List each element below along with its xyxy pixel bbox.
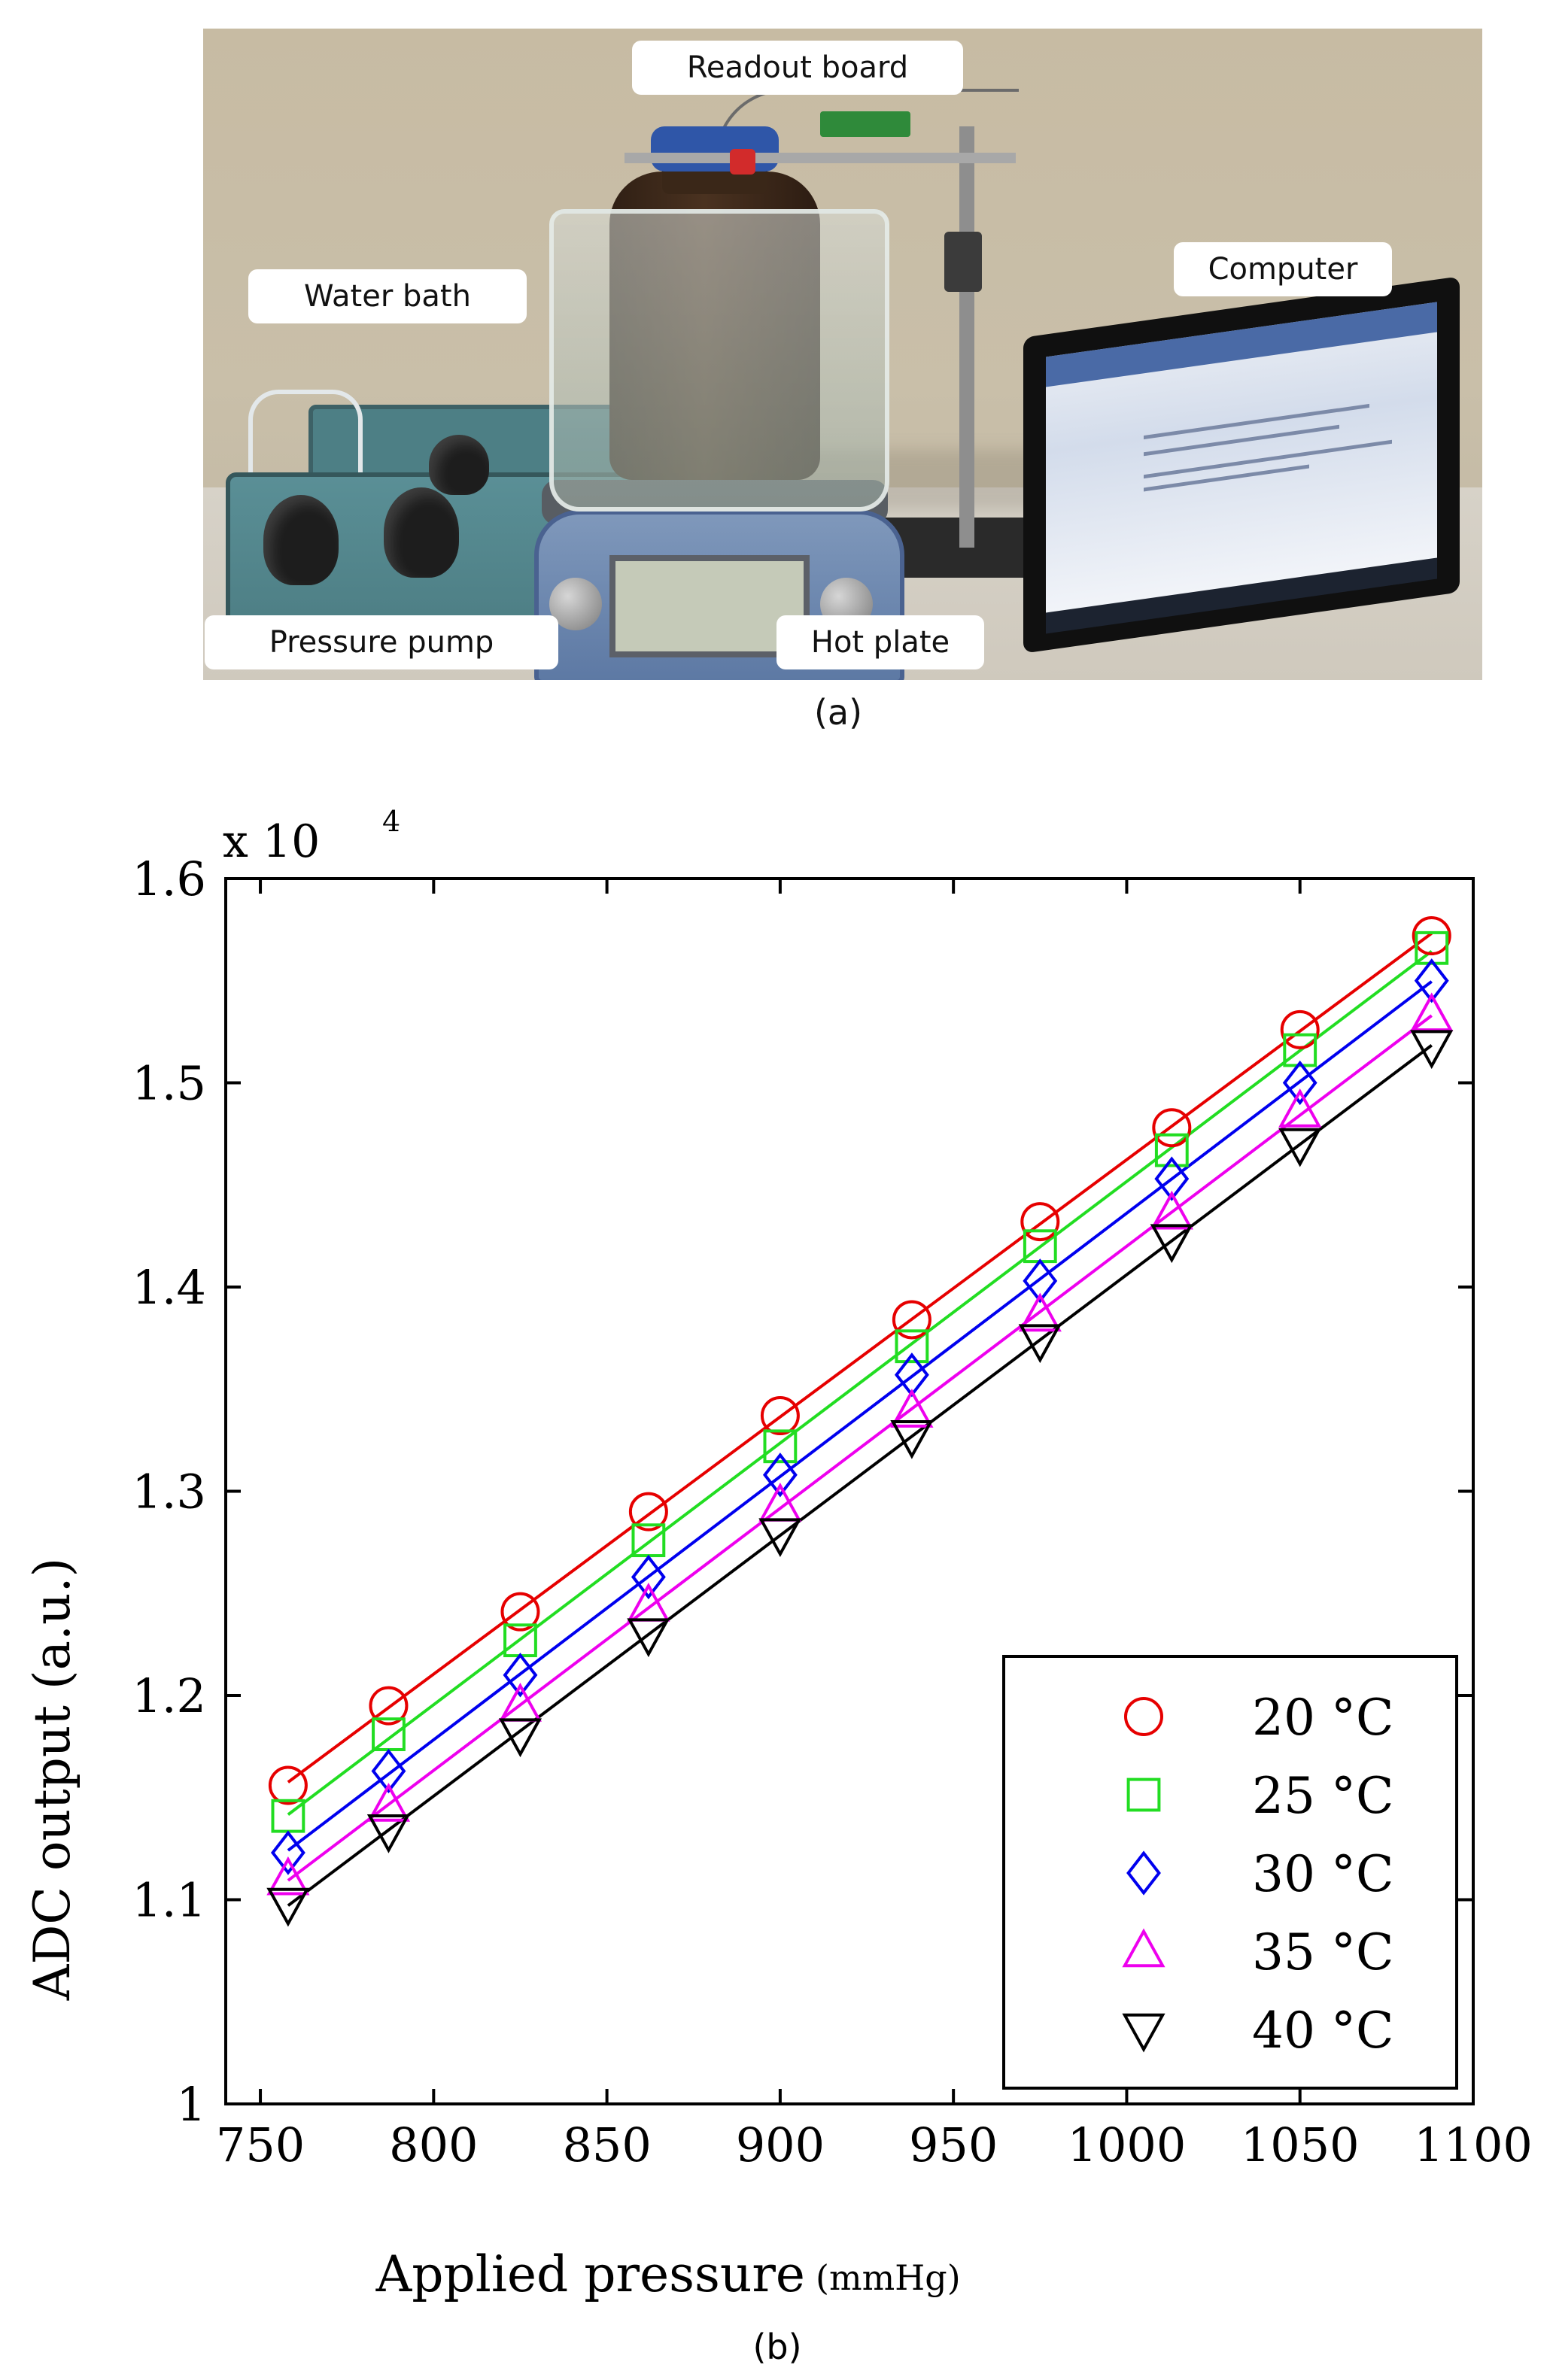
data-point-series-1 [1280,1009,1320,1049]
data-point-series-4 [1410,992,1454,1032]
x-tick-label: 1000 [1068,2117,1187,2172]
data-point-series-3 [1282,1060,1317,1106]
setup-photo: Readout board Water bath Computer Pressu… [203,29,1482,680]
data-point-series-3 [371,1748,406,1794]
legend: 20 °C 25 °C 30 °C 35 °C 40 °C [1002,1655,1458,2090]
data-point-series-1 [500,1592,540,1632]
readout-board-pcb [820,111,910,137]
x-tick-label: 950 [909,2117,998,2172]
fit-line-series-3 [287,980,1433,1852]
data-point-series-3 [1414,958,1449,1003]
data-point-series-1 [268,1765,308,1805]
pressure-pump-label: Pressure pump [205,615,558,669]
water-bath-vessel [549,209,889,512]
fit-line-series-2 [287,949,1433,1816]
data-point-series-2 [1283,1033,1317,1067]
data-point-series-5 [366,1814,411,1853]
x-axis-label: Applied pressure [375,2245,805,2303]
legend-entry-label: 40 °C [1252,2002,1393,2060]
legend-marker [1126,1850,1161,1896]
data-point-series-2 [763,1429,798,1464]
pump-tube [248,390,363,515]
data-point-series-3 [631,1554,666,1600]
data-point-series-4 [1278,1088,1322,1128]
panel-a-caption: (a) [813,692,863,733]
legend-entry-label: 35 °C [1252,1923,1393,1981]
legend-entry-label: 25 °C [1252,1767,1393,1825]
data-point-series-4 [890,1389,934,1428]
data-point-series-5 [1150,1224,1193,1264]
data-point-series-5 [1410,1030,1454,1070]
data-point-series-3 [1023,1258,1058,1304]
y-multiplier: x 10 [223,815,320,868]
y-tick-label: 1.1 [132,1873,206,1928]
data-point-series-4 [266,1856,310,1896]
x-axis-unit: (mmHg) [816,2257,961,2298]
legend-entry-label: 20 °C [1252,1689,1393,1747]
panel-b-caption: (b) [752,2327,801,2367]
data-point-series-1 [760,1396,800,1436]
y-multiplier-exponent: 4 [382,805,400,838]
data-point-series-2 [1154,1133,1189,1167]
pressure-chart: 750 800 850 900 950 1000 1050 1100 1 1.1 1.2 1.3 1.4… [23,805,1533,2367]
computer-label: Computer [1174,242,1392,296]
data-point-series-1 [892,1300,931,1340]
data-point-series-4 [366,1783,411,1822]
y-tick-label: 1.6 [132,852,206,906]
water-bath-label: Water bath [248,269,527,323]
x-tick-label: 800 [389,2117,478,2172]
legend-marker [1122,1928,1165,1968]
pump-knob-left [263,495,339,585]
y-tick-label: 1 [177,2077,206,2132]
y-tick-label: 1.5 [132,1056,206,1111]
data-point-series-1 [369,1686,409,1726]
stand-clamp [944,232,982,292]
y-tick-label: 1.4 [132,1260,206,1315]
data-point-series-3 [1154,1156,1190,1201]
stand-rod [959,126,974,548]
data-point-series-3 [503,1653,538,1698]
hot-plate-display [609,555,810,657]
x-tick-label: 1100 [1414,2117,1533,2172]
red-fitting [730,149,755,175]
data-point-series-3 [270,1830,305,1875]
legend-entry-label: 30 °C [1252,1845,1393,1903]
x-tick-label: 850 [562,2117,651,2172]
data-point-series-5 [1018,1324,1062,1364]
data-point-series-3 [762,1453,798,1498]
x-tick-label: 1050 [1241,2117,1360,2172]
y-tick-label: 1.3 [132,1465,206,1519]
y-axis-label: ADC output (a.u.) [23,1558,81,2001]
y-tick-label: 1.2 [132,1668,206,1723]
data-point-series-5 [266,1887,310,1927]
legend-box [1002,1655,1458,2090]
readout-board-label: Readout board [632,41,963,95]
data-point-series-1 [1152,1108,1192,1148]
data-point-series-1 [1412,916,1451,956]
pump-knob-middle [384,487,459,578]
data-point-series-5 [1278,1128,1322,1167]
legend-marker [1122,2013,1165,2053]
stand-arm [625,153,1016,163]
x-tick-label: 750 [216,2117,305,2172]
fit-line-series-1 [287,932,1433,1783]
data-point-series-5 [758,1518,802,1558]
pump-knob-top [429,435,489,495]
data-point-series-5 [627,1618,670,1658]
legend-marker [1124,1697,1163,1736]
data-point-series-1 [628,1492,668,1532]
hot-plate-label: Hot plate [776,615,984,669]
x-tick-label: 900 [736,2117,825,2172]
bottle-cap [651,126,779,172]
legend-marker [1126,1777,1161,1812]
fit-line-series-5 [287,1044,1433,1907]
data-point-series-5 [498,1718,542,1758]
data-point-series-5 [890,1419,934,1459]
data-point-series-2 [1415,930,1449,965]
data-point-series-1 [1020,1202,1060,1242]
fit-line-series-4 [287,1014,1433,1882]
data-point-series-4 [1150,1190,1193,1230]
data-point-series-4 [1018,1292,1062,1332]
data-point-series-2 [895,1329,929,1364]
